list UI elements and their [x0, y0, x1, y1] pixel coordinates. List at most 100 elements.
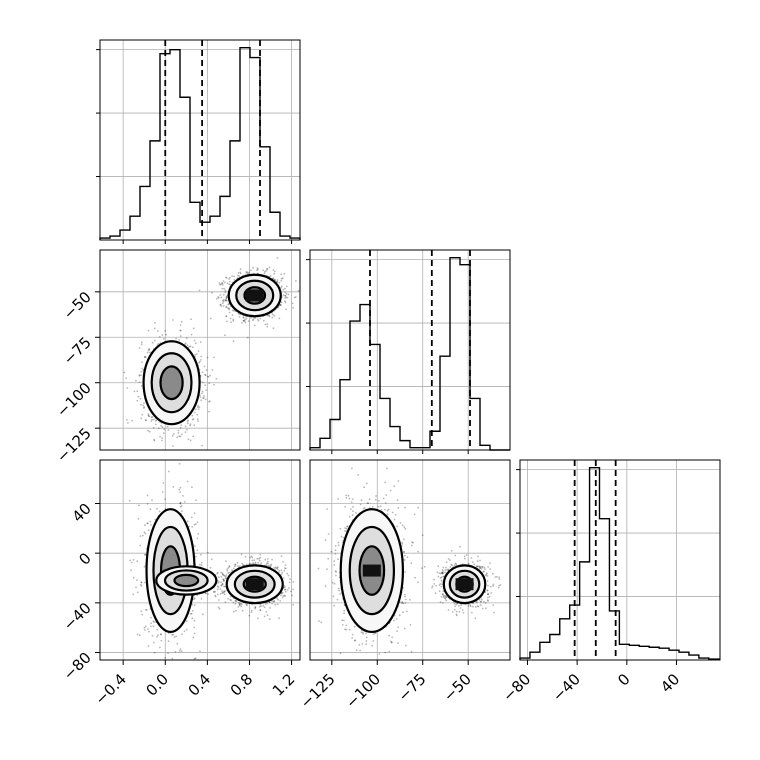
sample-point [225, 276, 227, 279]
sample-point [284, 297, 286, 299]
sample-point [191, 418, 194, 421]
sample-point [201, 390, 204, 393]
sample-point [172, 319, 174, 321]
sample-point [151, 418, 154, 421]
sample-point [167, 429, 170, 431]
sample-point [197, 532, 200, 535]
sample-point [281, 596, 284, 599]
sample-point [232, 601, 235, 604]
sample-point [186, 480, 189, 483]
sample-point [284, 300, 286, 303]
sample-point [150, 420, 153, 422]
sample-point [227, 303, 230, 306]
sample-point [199, 563, 201, 566]
sample-point [292, 604, 294, 606]
sample-point [143, 565, 146, 568]
sample-point [126, 419, 128, 421]
sample-point [232, 318, 235, 321]
sample-point [218, 607, 221, 610]
sample-point [231, 309, 234, 312]
sample-point [228, 307, 231, 310]
sample-point [196, 549, 199, 552]
sample-point [150, 416, 153, 419]
sample-point [279, 304, 282, 306]
sample-point [245, 270, 248, 273]
sample-point [151, 635, 154, 637]
sample-point [149, 508, 152, 511]
sample-point [297, 289, 300, 292]
sample-point [136, 560, 139, 563]
sample-point [204, 373, 207, 376]
sample-point [256, 617, 259, 620]
sample-point [150, 616, 152, 619]
sample-point [141, 413, 144, 416]
sample-point [280, 286, 283, 289]
sample-point [233, 278, 236, 281]
sample-point [259, 609, 262, 611]
sample-point [179, 502, 182, 505]
sample-point [146, 522, 149, 525]
sample-point [189, 439, 192, 442]
sample-point [228, 308, 231, 311]
sample-point [141, 361, 143, 364]
sample-point [164, 498, 167, 500]
sample-point [284, 588, 287, 591]
sample-point [282, 577, 285, 579]
sample-point [280, 273, 283, 276]
sample-point [238, 603, 241, 606]
sample-point [276, 280, 278, 283]
sample-point [153, 339, 156, 342]
sample-point [217, 606, 220, 609]
sample-point [176, 436, 179, 439]
sample-point [218, 599, 220, 601]
sample-point [161, 437, 164, 440]
sample-point [173, 636, 176, 638]
sample-point [279, 303, 282, 306]
sample-point [265, 269, 268, 272]
sample-point [264, 323, 267, 326]
sample-point [278, 617, 280, 620]
sample-point [241, 322, 243, 324]
panel-frame [99, 39, 301, 241]
sample-point [256, 267, 259, 269]
sample-point [143, 402, 145, 405]
sample-point [269, 275, 272, 277]
sample-point [248, 614, 251, 617]
sample-point [136, 579, 138, 581]
sample-point [280, 285, 283, 288]
sample-point [193, 339, 196, 342]
sample-point [201, 371, 204, 373]
sample-point [237, 606, 240, 608]
sample-point [290, 590, 292, 593]
sample-point [156, 507, 158, 510]
sample-point [191, 346, 194, 349]
sample-point [194, 354, 197, 356]
sample-point [180, 650, 183, 653]
sample-point [225, 574, 228, 576]
sample-point [200, 553, 202, 556]
sample-point [272, 313, 274, 316]
sample-point [123, 371, 126, 374]
sample-point [252, 319, 254, 321]
sample-point [191, 617, 194, 620]
sample-point [291, 594, 293, 597]
sample-point [260, 562, 263, 565]
sample-point [172, 486, 175, 488]
sample-point [196, 406, 199, 408]
sample-point [161, 334, 164, 336]
sample-point [143, 629, 146, 631]
sample-point [175, 337, 178, 340]
sample-point [283, 272, 286, 275]
sample-point [177, 429, 180, 432]
sample-point [268, 266, 271, 269]
sample-point [194, 657, 197, 660]
sample-point [226, 295, 228, 298]
sample-point [266, 560, 269, 563]
sample-point [180, 320, 183, 323]
sample-point [179, 435, 182, 438]
sample-point [153, 651, 156, 654]
sample-point [190, 318, 193, 321]
sample-point [161, 439, 163, 442]
sample-point [227, 597, 229, 600]
sample-point [256, 557, 259, 560]
